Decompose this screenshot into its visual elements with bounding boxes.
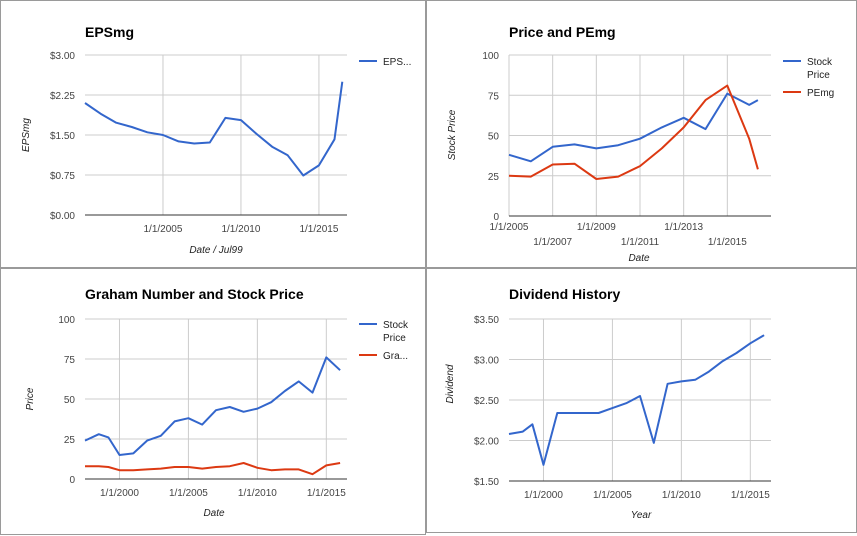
y-tick-labels: 0 25 50 75 100: [58, 315, 75, 486]
legend-item: Gra...: [359, 351, 408, 362]
x-tick-label: 1/1/2005: [490, 222, 529, 233]
y-tick-labels: $1.50 $2.00 $2.50 $3.00 $3.50: [474, 315, 499, 488]
eps-chart-panel: EPSmg $0.00 $0.75 $1.50 $2.25 $3.00 1/1/2005…: [0, 0, 426, 268]
grid: [85, 54, 347, 215]
x-tick-label: 1/1/2005: [593, 490, 632, 501]
graham-chart: Graham Number and Stock Price 0 25 50 75 100…: [25, 286, 409, 519]
legend-label: Stock Price: [383, 320, 409, 344]
series-lines: [84, 81, 344, 177]
x-tick-label: 1/1/2011: [621, 237, 660, 248]
x-axis-label: Year: [631, 510, 652, 521]
y-tick-label: 25: [488, 172, 500, 183]
y-axis-label: Dividend: [445, 364, 456, 403]
eps-chart: EPSmg $0.00 $0.75 $1.50 $2.25 $3.00 1/1/2005…: [21, 24, 411, 256]
x-tick-label: 1/1/2000: [100, 488, 139, 499]
x-axis-label: Date: [628, 253, 650, 264]
series-lines: [508, 84, 759, 180]
legend-label: Gra...: [383, 351, 408, 362]
y-tick-label: $3.50: [474, 315, 499, 326]
graham-chart-panel: Graham Number and Stock Price 0 25 50 75 100…: [0, 268, 426, 535]
chart-title: Dividend History: [509, 286, 620, 302]
y-axis-label: Price: [25, 387, 36, 410]
price-pe-chart-panel: Price and PEmg 0 25 50 75 100 1/1/2005 1/1/20…: [426, 0, 857, 268]
legend-item: Stock Price: [359, 320, 409, 344]
y-tick-labels: 0 25 50 75 100: [482, 51, 499, 223]
y-axis-label: EPSmg: [21, 118, 32, 152]
y-tick-label: $2.00: [474, 437, 499, 448]
y-tick-label: 50: [64, 395, 76, 406]
x-tick-label: 1/1/2010: [221, 224, 260, 235]
x-tick-labels: 1/1/2000 1/1/2005 1/1/2010 1/1/2015: [100, 488, 346, 499]
legend-label: PEmg: [807, 88, 834, 99]
series-line-graham: [85, 462, 341, 476]
x-tick-label: 1/1/2010: [238, 488, 277, 499]
grid: [509, 318, 771, 481]
series-lines: [508, 334, 765, 466]
y-tick-label: $2.25: [50, 91, 75, 102]
y-tick-label: 0: [69, 475, 75, 486]
legend-label: Stock Price: [807, 57, 833, 81]
y-tick-label: $3.00: [50, 51, 75, 62]
y-tick-label: $2.50: [474, 396, 499, 407]
x-tick-label: 1/1/2015: [731, 490, 770, 501]
legend-item: Stock Price: [783, 57, 833, 81]
chart-title: EPSmg: [85, 24, 134, 40]
legend-label: EPS...: [383, 57, 411, 68]
y-tick-label: 75: [488, 91, 500, 102]
x-tick-label: 1/1/2015: [299, 224, 338, 235]
y-tick-label: 100: [58, 315, 75, 326]
grid: [85, 318, 347, 479]
y-tick-label: $0.75: [50, 171, 75, 182]
chart-title: Graham Number and Stock Price: [85, 286, 304, 302]
legend-item: PEmg: [783, 88, 834, 99]
series-line-dividend: [508, 334, 765, 466]
legend-item: EPS...: [359, 57, 411, 68]
x-tick-labels: 1/1/2000 1/1/2005 1/1/2010 1/1/2015: [524, 490, 770, 501]
legend: Stock Price PEmg: [783, 57, 834, 99]
y-tick-label: 25: [64, 435, 76, 446]
y-tick-label: $1.50: [50, 131, 75, 142]
y-tick-label: 0: [493, 212, 499, 223]
y-tick-label: $1.50: [474, 477, 499, 488]
x-tick-label: 1/1/2015: [307, 488, 346, 499]
x-tick-labels: 1/1/2005 1/1/2009 1/1/2013 1/1/2007 1/1/2011…: [490, 222, 748, 248]
grid: [508, 54, 771, 216]
dividend-chart: Dividend History $1.50 $2.00 $2.50 $3.00 $3.…: [445, 286, 771, 521]
x-axis-label: Date / Jul99: [189, 245, 243, 256]
x-tick-label: 1/1/2010: [662, 490, 701, 501]
x-tick-label: 1/1/2005: [169, 488, 208, 499]
y-tick-label: $3.00: [474, 356, 499, 367]
x-axis-label: Date: [203, 508, 225, 519]
y-tick-label: $0.00: [50, 211, 75, 222]
series-line-price: [508, 92, 759, 163]
chart-title: Price and PEmg: [509, 24, 616, 40]
y-tick-label: 75: [64, 355, 76, 366]
dividend-chart-panel: Dividend History $1.50 $2.00 $2.50 $3.00 $3.…: [426, 268, 857, 533]
x-tick-label: 1/1/2000: [524, 490, 563, 501]
x-tick-label: 1/1/2013: [664, 222, 703, 233]
x-tick-labels: 1/1/2005 1/1/2010 1/1/2015: [144, 224, 339, 235]
y-tick-label: 100: [482, 51, 499, 62]
legend: Stock Price Gra...: [359, 320, 409, 362]
x-tick-label: 1/1/2015: [708, 237, 747, 248]
series-line-price: [84, 356, 341, 456]
series-line-eps: [84, 81, 344, 177]
y-tick-labels: $0.00 $0.75 $1.50 $2.25 $3.00: [50, 51, 75, 222]
x-tick-label: 1/1/2009: [577, 222, 616, 233]
series-lines: [84, 356, 341, 476]
y-axis-label: Stock Price: [447, 109, 458, 160]
x-tick-label: 1/1/2007: [533, 237, 572, 248]
series-line-pe: [508, 84, 759, 180]
legend: EPS...: [359, 57, 411, 68]
x-tick-label: 1/1/2005: [144, 224, 183, 235]
y-tick-label: 50: [488, 132, 500, 143]
